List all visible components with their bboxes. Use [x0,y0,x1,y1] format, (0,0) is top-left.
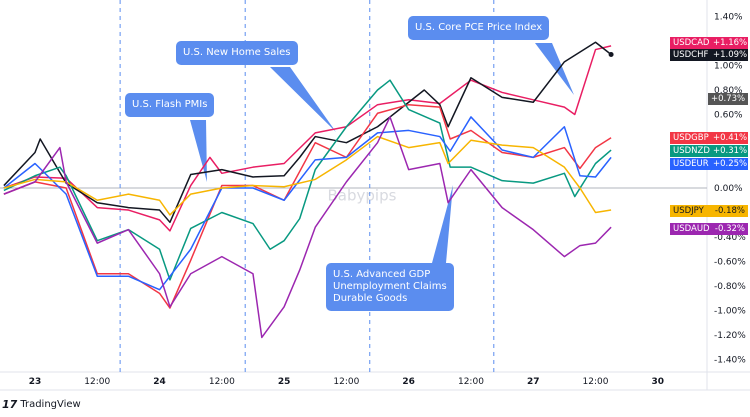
series-name-tag: USDCAD [670,37,710,49]
annotation-core-pce: U.S. Core PCE Price Index [408,16,550,40]
tradingview-logo-icon: 17 [2,398,18,411]
series-value-tag: +0.31% [710,145,748,157]
y-tick-label: -0.40% [714,233,746,243]
brand-name: TradingView [20,399,81,410]
series-name-tag: USDAUD [670,223,710,235]
x-tick-label: 23 [29,377,42,387]
y-tick-label: 0.60% [714,111,743,121]
series-line-usdaud [3,116,612,339]
annotation-text: U.S. Core PCE Price Index [415,22,543,33]
series-name-tag: USDJPY [670,205,710,217]
series-line-usdgbp [3,103,612,309]
y-tick-label: -0.60% [714,258,746,268]
series-value-tag: +1.16% [710,37,748,49]
x-tick-label: 30 [652,377,665,387]
annotation-text: U.S. New Home Sales [183,47,291,58]
x-tick-label: 24 [153,377,166,387]
x-tick-label: 12:00 [583,377,609,387]
series-name-tag: USDGBP [670,132,710,144]
annotation-flash-pmis: U.S. Flash PMIs [125,93,215,117]
y-tick-label: 1.40% [714,13,743,23]
y-tick-label: -0.80% [714,282,746,292]
annotation-pointer [270,67,336,132]
series-value-tag: +0.25% [710,158,748,170]
y-tick-label: 1.00% [714,62,743,72]
series-line-usdnzd [3,79,612,281]
price-scale-value-tag: +0.73% [708,92,748,105]
series-value-tag: +0.41% [710,132,748,144]
x-tick-label: 26 [402,377,415,387]
watermark: Babypips [328,186,397,204]
x-tick-label: 12:00 [333,377,359,387]
x-tick-label: 12:00 [84,377,110,387]
series-name-tag: USDNZD [670,145,710,157]
annotation-text: U.S. Flash PMIs [132,99,208,110]
annotation-gdp-claims-durables: U.S. Advanced GDP Unemployment Claims Du… [326,263,454,311]
y-tick-label: -1.40% [714,356,746,366]
x-tick-label: 27 [527,377,540,387]
last-point-marker [608,51,614,57]
series-value-tag: -0.18% [710,205,748,217]
series-value-tag: +1.09% [710,49,748,61]
series-value-tag: -0.32% [710,223,748,235]
annotation-text: Durable Goods [333,293,408,304]
series-name-tag: USDCHF [670,49,710,61]
y-tick-label: -1.00% [714,307,746,317]
y-tick-label: -1.20% [714,331,746,341]
series-name-tag: USDEUR [670,158,710,170]
x-tick-label: 25 [278,377,291,387]
series-line-usdeur [3,116,612,291]
series-line-usdcad [3,45,612,232]
x-tick-label: 12:00 [458,377,484,387]
x-tick-label: 12:00 [209,377,235,387]
series-line-usdchf [3,41,612,224]
annotation-new-home-sales: U.S. New Home Sales [176,41,298,65]
y-tick-label: 0.00% [714,184,743,194]
annotation-text: U.S. Advanced GDP [333,269,431,280]
tradingview-logo[interactable]: 17 TradingView [2,398,81,411]
annotation-pointer [190,120,207,182]
annotation-text: Unemployment Claims [333,281,447,292]
annotation-pointer [535,43,574,95]
y-tick-label: 0.80% [714,86,743,96]
series-line-usdjpy [3,135,612,216]
annotation-pointer [432,185,453,263]
